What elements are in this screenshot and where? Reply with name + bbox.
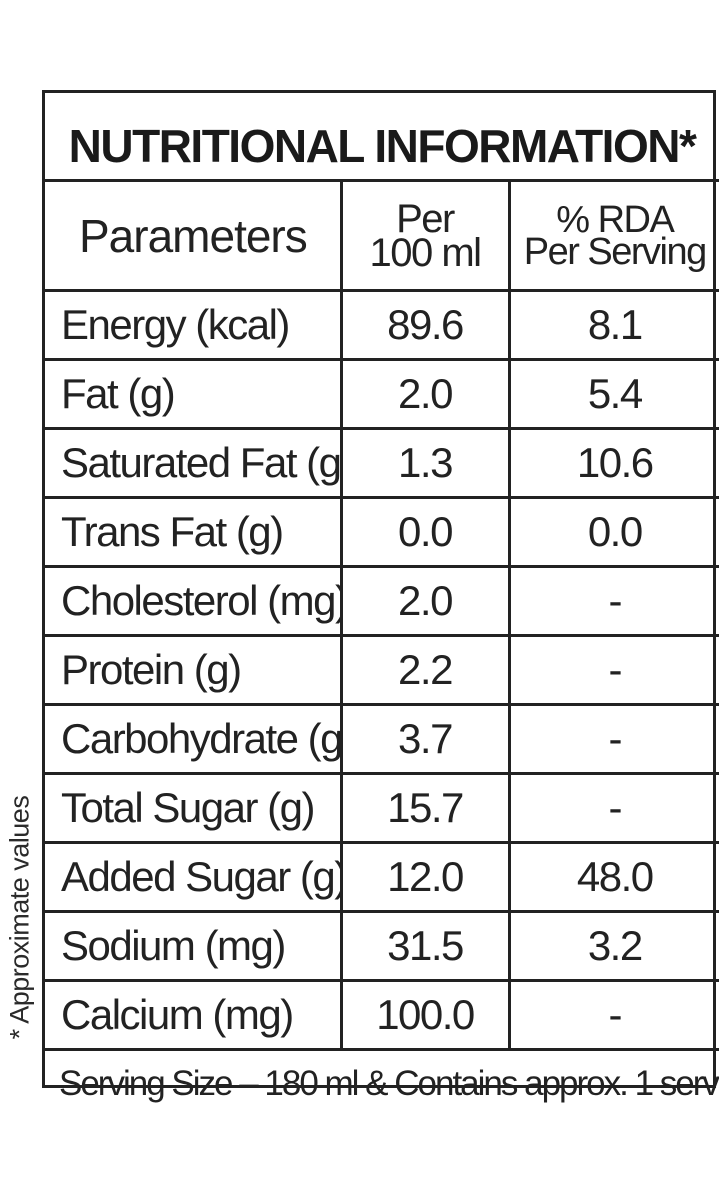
row-per-100ml: 3.7 [339, 703, 511, 775]
row-per-100ml: 2.0 [339, 565, 511, 637]
row-rda: - [507, 772, 720, 844]
row-name: Cholesterol (mg) [45, 565, 343, 637]
row-name: Saturated Fat (g) [45, 427, 343, 499]
row-per-100ml: 15.7 [339, 772, 511, 844]
row-name: Trans Fat (g) [45, 496, 343, 568]
row-name: Added Sugar (g) [45, 841, 343, 913]
row-name: Carbohydrate (g) [45, 703, 343, 775]
table-row: Fat (g) 2.0 5.4 [45, 358, 720, 430]
table-row: Trans Fat (g) 0.0 0.0 [45, 496, 720, 568]
table-row: Calcium (mg) 100.0 - [45, 979, 720, 1051]
header-rda-line1: % RDA [556, 198, 675, 241]
row-name: Sodium (mg) [45, 910, 343, 982]
row-name: Calcium (mg) [45, 979, 343, 1051]
header-row: Parameters Per 100 ml % RDA Per Serving [45, 179, 720, 292]
row-rda: - [507, 634, 720, 706]
header-per-line1: Per [396, 196, 455, 241]
row-rda: 8.1 [507, 289, 720, 361]
row-rda: - [507, 565, 720, 637]
row-per-100ml: 31.5 [339, 910, 511, 982]
header-per-line2: 100 ml [369, 230, 482, 275]
table-row: Saturated Fat (g) 1.3 10.6 [45, 427, 720, 499]
footer-row: Serving Size – 180 ml & Contains approx.… [45, 1048, 720, 1117]
title-row: NUTRITIONAL INFORMATION* [45, 93, 720, 182]
nutrition-table: NUTRITIONAL INFORMATION* Parameters Per … [45, 93, 720, 1117]
table-row: Energy (kcal) 89.6 8.1 [45, 289, 720, 361]
table-title: NUTRITIONAL INFORMATION* [45, 93, 720, 182]
nutrition-panel: NUTRITIONAL INFORMATION* Parameters Per … [42, 90, 720, 1117]
approximate-values-text: * Approximate values [4, 795, 35, 1040]
row-name: Total Sugar (g) [45, 772, 343, 844]
row-rda: 3.2 [507, 910, 720, 982]
header-rda-per-serving: % RDA Per Serving [507, 179, 720, 292]
row-per-100ml: 0.0 [339, 496, 511, 568]
row-rda: - [507, 979, 720, 1051]
serving-size-note: Serving Size – 180 ml & Contains approx.… [45, 1048, 720, 1117]
table-row: Sodium (mg) 31.5 3.2 [45, 910, 720, 982]
row-per-100ml: 2.2 [339, 634, 511, 706]
table-row: Protein (g) 2.2 - [45, 634, 720, 706]
row-name: Energy (kcal) [45, 289, 343, 361]
header-parameters: Parameters [45, 179, 343, 292]
row-rda: 10.6 [507, 427, 720, 499]
row-rda: 48.0 [507, 841, 720, 913]
row-per-100ml: 1.3 [339, 427, 511, 499]
row-rda: 0.0 [507, 496, 720, 568]
table-row: Total Sugar (g) 15.7 - [45, 772, 720, 844]
row-per-100ml: 89.6 [339, 289, 511, 361]
row-name: Fat (g) [45, 358, 343, 430]
header-rda-line2: Per Serving [523, 230, 708, 273]
row-name: Protein (g) [45, 634, 343, 706]
table-row: Added Sugar (g) 12.0 48.0 [45, 841, 720, 913]
approximate-values-note: * Approximate values [4, 745, 36, 1090]
row-rda: - [507, 703, 720, 775]
row-per-100ml: 100.0 [339, 979, 511, 1051]
row-per-100ml: 12.0 [339, 841, 511, 913]
header-per-100ml: Per 100 ml [339, 179, 511, 292]
table-row: Carbohydrate (g) 3.7 - [45, 703, 720, 775]
row-rda: 5.4 [507, 358, 720, 430]
table-row: Cholesterol (mg) 2.0 - [45, 565, 720, 637]
row-per-100ml: 2.0 [339, 358, 511, 430]
